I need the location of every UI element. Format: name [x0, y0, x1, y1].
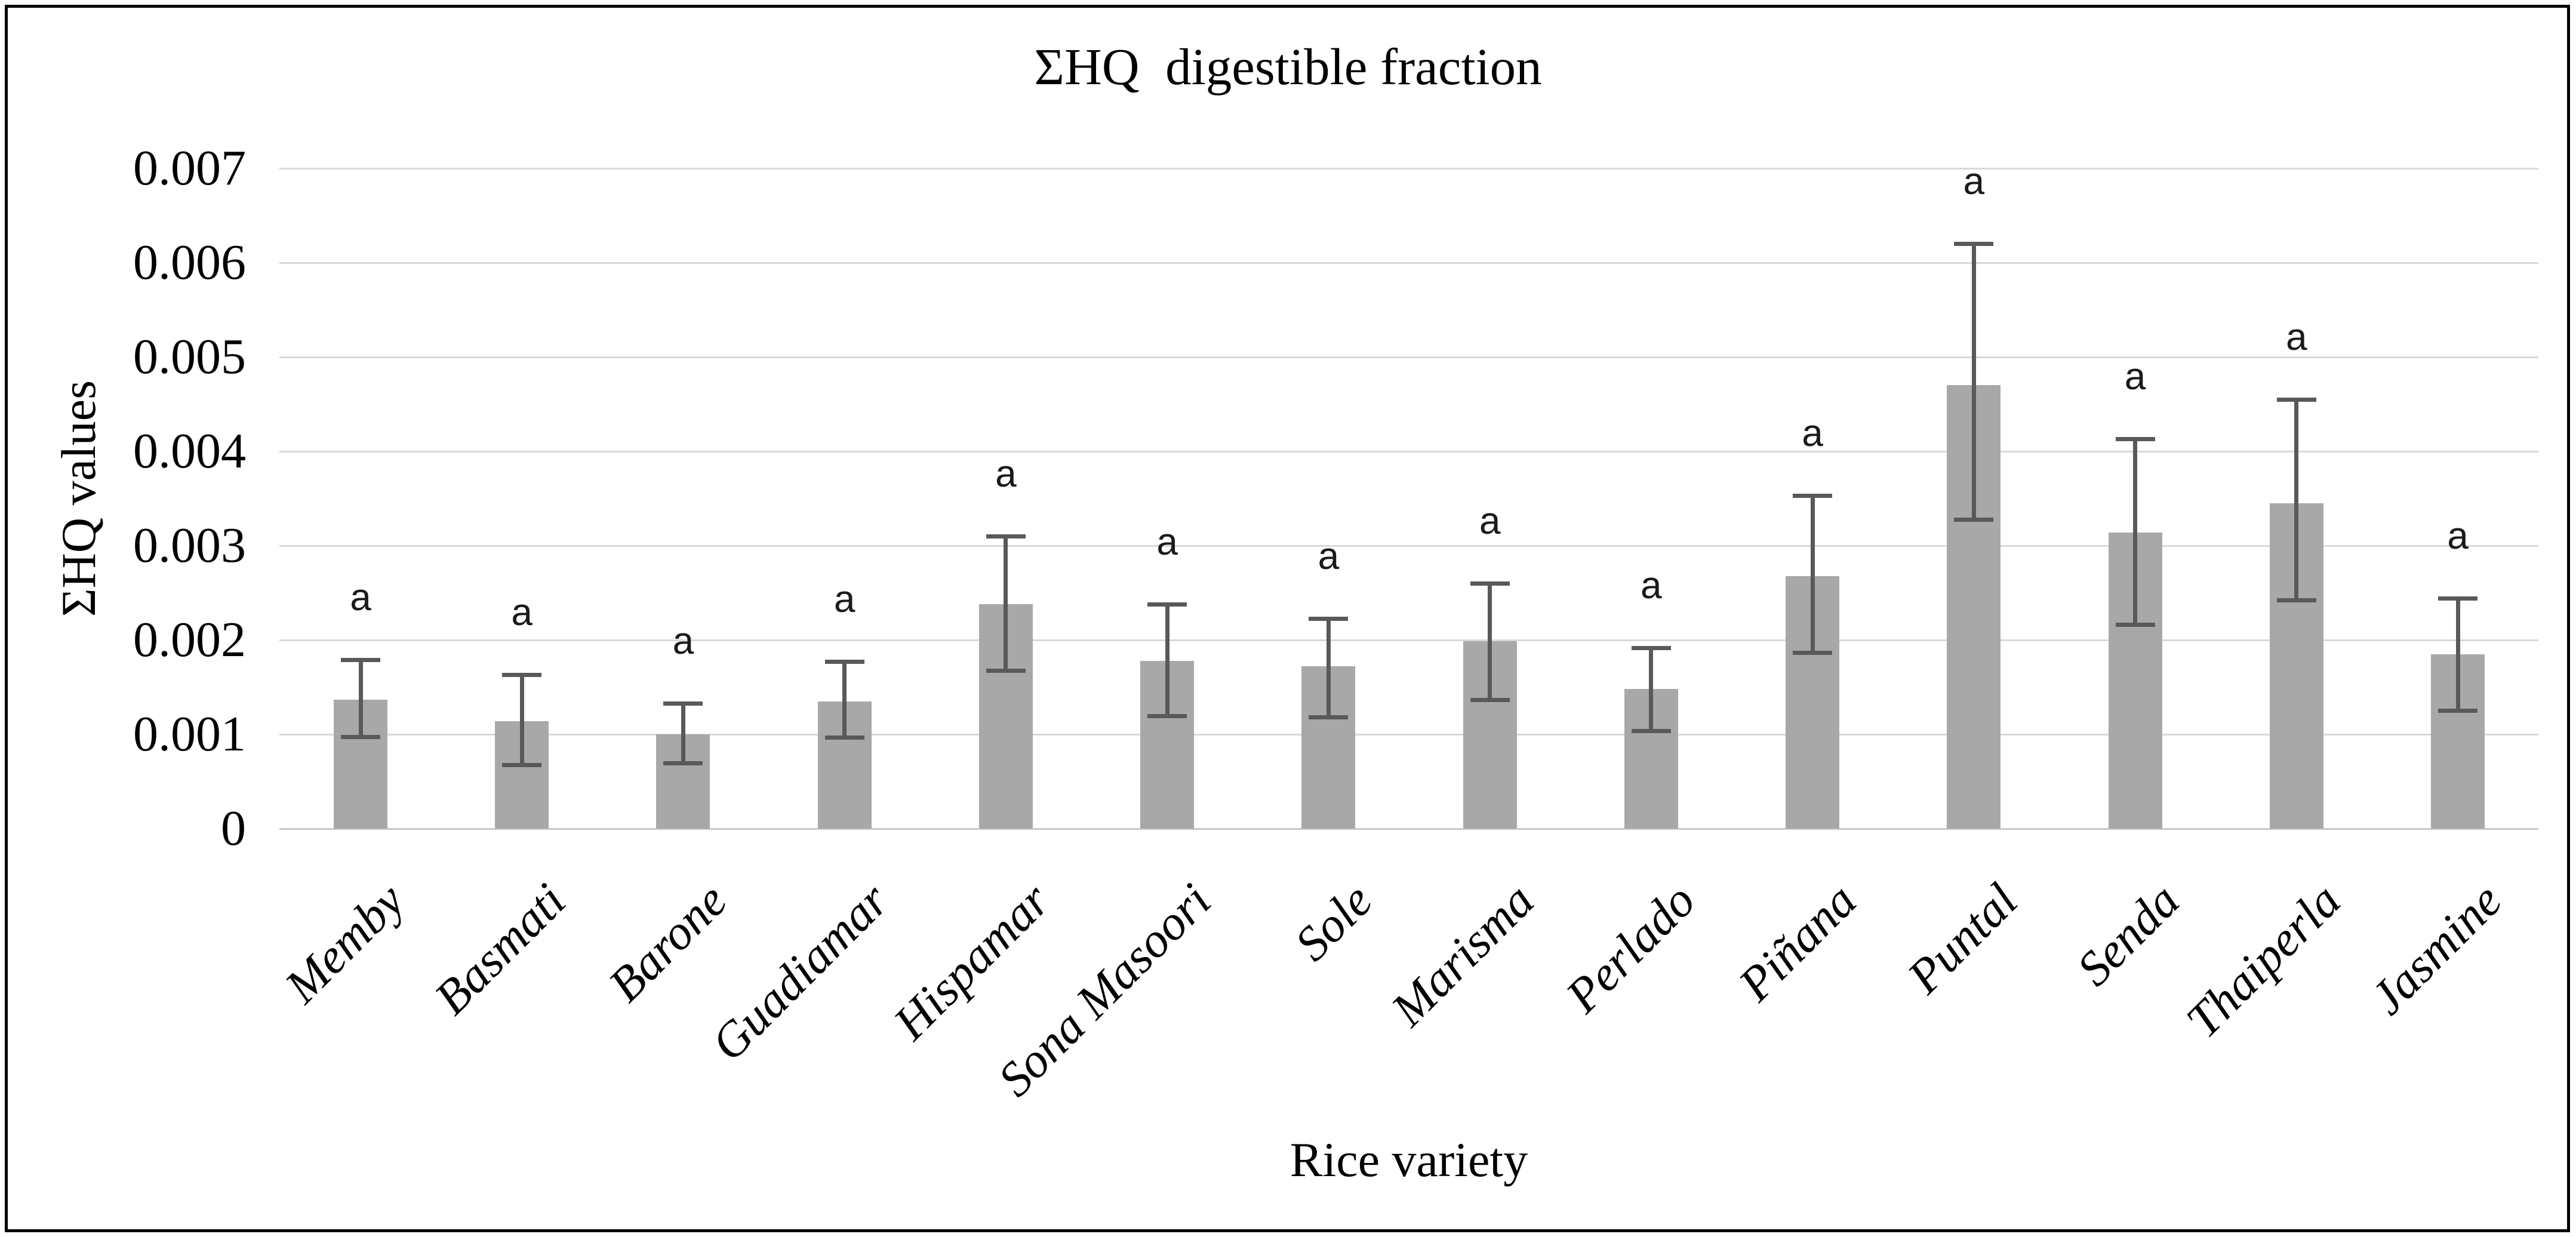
- error-cap-top-sole: [1309, 616, 1349, 621]
- y-tick-label: 0.006: [133, 235, 246, 290]
- error-cap-top-memby: [341, 658, 380, 663]
- error-bar-senda: [2133, 439, 2138, 625]
- significance-letter-sole: a: [1318, 534, 1340, 577]
- x-axis-title: Rice variety: [1289, 1133, 1528, 1187]
- error-cap-top-puntal: [1954, 242, 1994, 247]
- error-cap-bottom-hispamar: [986, 669, 1026, 673]
- error-bar-pinana: [1810, 496, 1815, 654]
- significance-letter-perlado: a: [1641, 563, 1662, 607]
- y-gridline: [279, 356, 2538, 358]
- error-cap-top-thaiperla: [2276, 398, 2316, 402]
- error-cap-bottom-perlado: [1631, 729, 1671, 734]
- significance-letter-thaiperla: a: [2285, 315, 2307, 359]
- y-gridline: [279, 639, 2538, 641]
- error-cap-bottom-puntal: [1954, 518, 1994, 522]
- error-bar-guadiamar: [842, 661, 847, 738]
- error-bar-barone: [681, 703, 685, 764]
- error-cap-top-sonamasoori: [1147, 602, 1187, 607]
- error-cap-bottom-sole: [1309, 715, 1349, 719]
- y-tick-label: 0.002: [133, 612, 246, 667]
- y-tick-label: 0.005: [133, 329, 246, 384]
- error-cap-top-hispamar: [986, 534, 1026, 539]
- significance-letter-guadiamar: a: [833, 577, 855, 621]
- error-cap-top-marisma: [1470, 581, 1510, 586]
- significance-letter-sonamasoori: a: [1156, 519, 1178, 563]
- error-cap-bottom-thaiperla: [2276, 598, 2316, 602]
- y-gridline: [279, 545, 2538, 547]
- error-bar-jasmine: [2455, 598, 2460, 711]
- error-cap-bottom-basmati: [502, 763, 542, 768]
- y-gridline: [279, 262, 2538, 264]
- error-bar-marisma: [1488, 583, 1492, 701]
- significance-letter-barone: a: [672, 618, 694, 662]
- significance-letter-hispamar: a: [995, 452, 1017, 496]
- significance-letter-senda: a: [2124, 355, 2146, 398]
- y-tick-label: 0.004: [133, 423, 246, 479]
- error-bar-puntal: [1971, 244, 1976, 521]
- error-cap-top-basmati: [502, 673, 542, 678]
- error-cap-top-jasmine: [2438, 596, 2477, 601]
- error-bar-sonamasoori: [1165, 604, 1169, 716]
- error-bar-hispamar: [1004, 536, 1008, 672]
- y-gridline: [279, 451, 2538, 453]
- error-bar-memby: [358, 660, 363, 737]
- y-tick-label: 0.001: [133, 706, 246, 762]
- error-cap-bottom-senda: [2115, 622, 2155, 627]
- error-bar-sole: [1326, 618, 1331, 718]
- y-tick-label: 0.003: [133, 518, 246, 573]
- y-gridline: [279, 168, 2538, 170]
- significance-letter-pinana: a: [1802, 411, 1823, 455]
- error-cap-bottom-jasmine: [2438, 708, 2477, 713]
- y-tick-label: 0.007: [133, 140, 246, 196]
- error-cap-top-senda: [2115, 437, 2155, 442]
- error-cap-top-barone: [663, 701, 703, 706]
- error-cap-bottom-marisma: [1470, 698, 1510, 703]
- significance-letter-jasmine: a: [2447, 514, 2469, 558]
- error-cap-top-perlado: [1631, 645, 1671, 650]
- error-cap-top-guadiamar: [824, 660, 864, 664]
- error-bar-thaiperla: [2294, 399, 2299, 601]
- x-axis-line: [279, 828, 2538, 830]
- error-bar-perlado: [1649, 647, 1654, 732]
- significance-letter-basmati: a: [511, 590, 533, 634]
- chart-outer-border: [5, 5, 2570, 1232]
- error-bar-basmati: [519, 675, 524, 766]
- error-cap-bottom-pinana: [1793, 651, 1833, 656]
- significance-letter-marisma: a: [1479, 499, 1501, 543]
- y-gridline: [279, 734, 2538, 736]
- significance-letter-memby: a: [350, 576, 371, 619]
- chart-title: ΣHQ digestible fraction: [1034, 38, 1542, 96]
- error-cap-bottom-sonamasoori: [1147, 713, 1187, 718]
- error-cap-top-pinana: [1793, 494, 1833, 499]
- error-cap-bottom-barone: [663, 761, 703, 765]
- y-tick-label: 0: [221, 801, 246, 856]
- error-cap-bottom-guadiamar: [824, 736, 864, 740]
- error-cap-bottom-memby: [341, 734, 380, 739]
- significance-letter-puntal: a: [1963, 159, 1985, 203]
